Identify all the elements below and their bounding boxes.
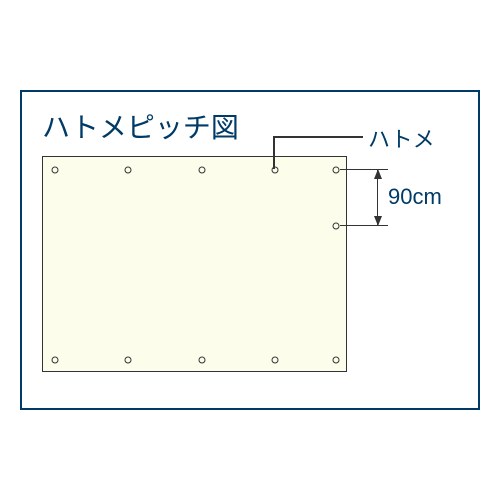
callout-leader-horizontal — [273, 136, 363, 138]
callout-label: ハトメ — [368, 122, 435, 154]
callout-leader-vertical — [273, 136, 275, 169]
grommet-icon — [332, 223, 339, 230]
grommet-icon — [125, 357, 132, 364]
grommet-icon — [271, 357, 278, 364]
grommet-icon — [198, 166, 205, 173]
grommet-icon — [52, 357, 59, 364]
grommet-icon — [332, 166, 339, 173]
grommet-icon — [198, 357, 205, 364]
diagram-frame: ハトメピッチ図 ハトメ 90cm — [20, 90, 480, 410]
grommet-icon — [125, 166, 132, 173]
dim-value: 90cm — [388, 184, 442, 210]
sheet-area: ハトメ 90cm — [42, 156, 458, 386]
dim-arrow-up — [374, 169, 382, 179]
tarp-sheet — [42, 156, 347, 372]
grommet-icon — [52, 166, 59, 173]
grommet-icon — [332, 357, 339, 364]
dim-arrow-down — [374, 216, 382, 226]
